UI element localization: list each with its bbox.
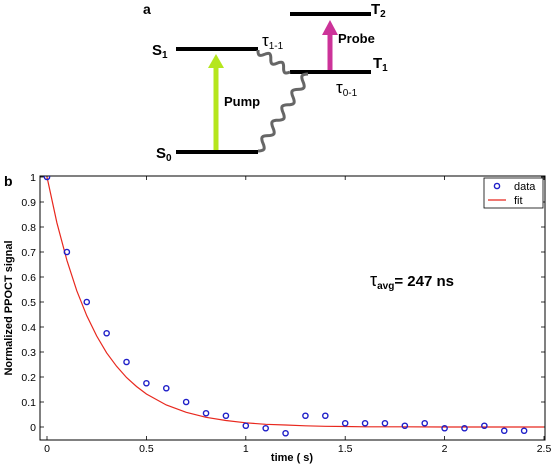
s0-label: S0 — [156, 145, 172, 164]
y-tick-label: 0.1 — [21, 397, 36, 409]
data-point — [401, 422, 409, 430]
tau-0-1-label: τ0-1 — [336, 78, 358, 99]
x-tick-label: 1 — [243, 443, 249, 455]
pump-label: Pump — [224, 94, 260, 109]
data-point — [302, 412, 309, 420]
x-tick-label: 0.5 — [139, 443, 154, 455]
y-tick-label: 0.3 — [21, 347, 36, 359]
t1-label: T1 — [373, 55, 388, 74]
data-point — [361, 419, 369, 427]
data-point — [461, 424, 468, 432]
y-tick-label: 0.8 — [21, 222, 36, 234]
data-point — [282, 429, 289, 437]
data-series — [43, 176, 528, 437]
data-point — [341, 419, 349, 427]
data-point — [520, 427, 528, 435]
data-point — [143, 379, 150, 387]
data-point — [421, 419, 429, 427]
data-point — [242, 422, 250, 430]
data-point — [43, 176, 51, 181]
y-tick-label: 0.2 — [21, 372, 36, 384]
y-tick-label: 0.5 — [21, 297, 36, 309]
data-point — [500, 427, 508, 435]
data-point — [202, 409, 210, 417]
fit-line — [46, 176, 544, 428]
legend-fit-label: fit — [514, 195, 523, 207]
y-tick-label: 0.9 — [21, 197, 36, 209]
pump-arrow-head — [208, 54, 224, 68]
y-tick-label: 0 — [30, 422, 36, 434]
y-tick-label: 1 — [30, 172, 36, 184]
y-axis-label: Normalized PPOCT signal — [3, 240, 15, 375]
legend-data-marker — [493, 182, 501, 190]
y-tick-label: 0.4 — [21, 322, 36, 334]
probe-arrow-head — [322, 20, 338, 35]
y-tick-label: 0.7 — [21, 247, 36, 259]
data-point — [481, 422, 488, 430]
legend-box — [483, 177, 544, 209]
y-tick-label: 0.6 — [21, 272, 36, 284]
fit-series — [46, 176, 544, 428]
plot-area — [39, 175, 546, 441]
probe-label: Probe — [338, 31, 375, 46]
x-axis-label: time ( s) — [271, 452, 314, 464]
t2-label: T2 — [371, 1, 386, 20]
decay-chart: b 0 0.1 0.2 0.3 0.4 0.5 0.6 0.7 0.8 0.9 1 0 0.5 1 1.5… — [3, 172, 551, 464]
wavy-line-t1-s0 — [257, 72, 309, 153]
data-point — [441, 424, 448, 432]
data-point — [222, 412, 230, 420]
s1-label: S1 — [152, 42, 168, 61]
x-tick-label: 1.5 — [338, 443, 353, 455]
data-point — [103, 329, 110, 337]
x-tick-label: 0 — [44, 443, 50, 455]
x-tick-label: 2.5 — [537, 443, 552, 455]
panel-b-letter: b — [4, 173, 13, 189]
data-point — [262, 424, 269, 432]
data-point — [381, 419, 389, 427]
data-point — [83, 298, 91, 306]
data-point — [182, 398, 190, 406]
data-point — [123, 358, 130, 366]
x-tick-label: 2 — [442, 443, 448, 455]
data-point — [63, 248, 71, 256]
legend: data fit — [483, 177, 544, 209]
panel-a-letter: a — [143, 1, 151, 17]
tau-1-1-label: τ1-1 — [262, 31, 284, 52]
x-axis: 0 0.5 1 1.5 2 2.5 — [44, 176, 551, 455]
data-point — [322, 412, 329, 420]
energy-diagram: a S1 S0 T1 T2 Pump Probe τ1-1 τ0-1 — [143, 1, 388, 164]
wavy-line-s1-t1 — [256, 50, 291, 75]
legend-data-label: data — [514, 181, 536, 193]
y-axis: 0 0.1 0.2 0.3 0.4 0.5 0.6 0.7 0.8 0.9 1 — [21, 172, 545, 434]
data-point — [162, 384, 170, 392]
tau-avg-annotation: τavg= 247 ns — [370, 270, 454, 292]
